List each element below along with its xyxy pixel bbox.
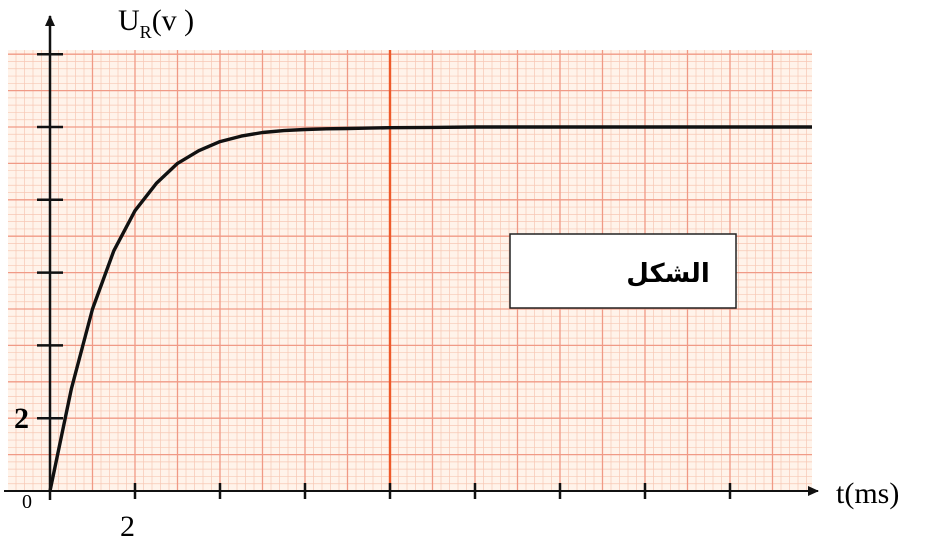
axis-ticks xyxy=(37,52,732,499)
x-axis-title: t(ms) xyxy=(836,477,899,510)
data-curve xyxy=(48,125,812,492)
y-tick-label: 2 xyxy=(14,402,29,435)
y-axis-title: UR(v ) xyxy=(118,4,194,42)
origin-label: 0 xyxy=(22,491,32,513)
x-tick-label: 2 xyxy=(120,510,135,540)
minor-grid xyxy=(8,50,812,491)
legend-box: الشكل xyxy=(509,233,737,309)
legend-box-label: الشكل xyxy=(626,259,709,289)
